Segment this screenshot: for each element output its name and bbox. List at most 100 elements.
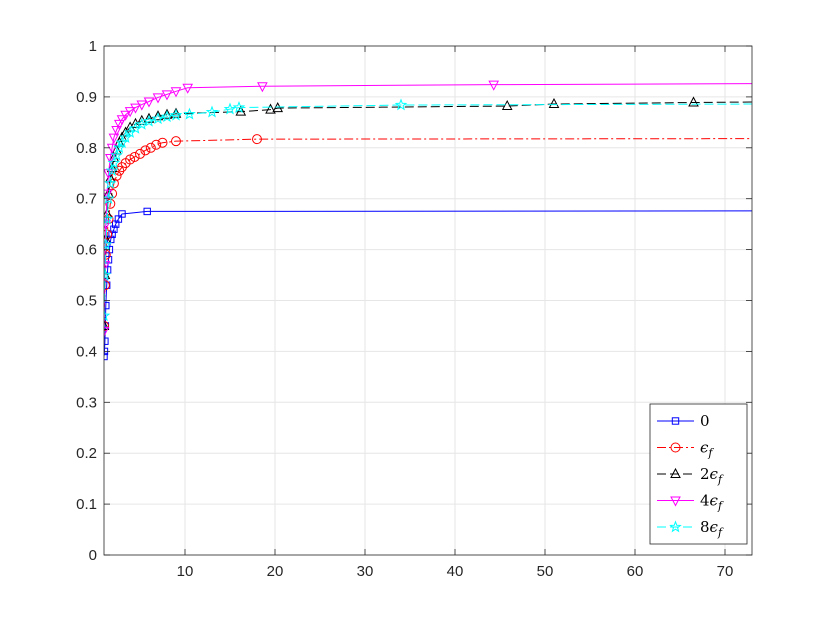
star-marker [119,131,132,143]
triangle-down-marker [104,220,112,231]
triangle-down-marker [143,97,155,108]
star-marker [110,148,123,161]
square-marker [112,220,120,228]
triangle-up-marker [143,112,155,123]
star-marker [104,212,114,225]
legend-item: 0 [657,412,710,430]
y-tick-label: 0.2 [76,445,97,462]
x-tick-label: 60 [627,563,644,580]
triangle-down-marker [488,80,500,91]
star-marker [160,110,174,123]
circle-marker [104,229,113,240]
y-tick-label: 0 [89,547,97,564]
star-marker [104,268,112,281]
star-marker [104,309,111,322]
square-marker [671,417,680,425]
star-marker [183,107,196,120]
square-marker [104,337,109,345]
star-marker [394,98,408,111]
circle-marker [157,137,168,148]
triangle-down-marker [161,90,173,101]
legend-label: 8ϵf [700,518,724,539]
triangle-up-marker [670,467,681,478]
triangle-down-marker [113,119,125,130]
star-marker [669,520,682,533]
triangle-up-marker [688,96,699,107]
y-axis: 0 0.1 0.2 0.3 0.4 0.5 0.6 0.7 0.8 0.9 1 [76,38,752,564]
triangle-down-marker [104,327,110,338]
circle-marker [129,151,140,162]
y-tick-label: 0.8 [76,140,97,157]
legend: 0 ϵf 2ϵf 4ϵf 8ϵf [649,403,748,545]
triangle-down-marker [257,82,268,93]
square-marker [143,207,151,216]
legend-label: 2ϵf [700,465,724,486]
legend-item: 2ϵf [657,465,724,486]
legend-item: 4ϵf [657,492,724,513]
star-marker [107,156,121,169]
legend-label: ϵf [700,439,714,460]
legend-item: 8ϵf [657,518,724,539]
circle-marker [151,139,162,150]
y-tick-label: 0.1 [76,496,97,513]
y-tick-label: 0.5 [76,293,97,310]
x-tick-label: 10 [177,563,194,580]
triangle-down-marker [170,87,182,98]
star-marker [105,164,119,177]
triangle-up-marker [116,131,128,142]
y-tick-label: 0.9 [76,89,97,106]
star-marker [205,105,219,118]
triangle-up-marker [161,108,173,119]
circle-marker [670,442,681,453]
triangle-down-marker [124,107,136,118]
series-line [104,101,752,326]
x-axis: 10 20 30 40 50 60 70 [177,46,734,580]
legend-label: 0 [700,412,710,430]
star-marker [142,114,156,127]
square-marker [108,230,116,239]
x-tick-label: 70 [717,563,734,580]
triangle-down-marker [111,125,122,137]
triangle-up-marker [235,105,247,116]
y-tick-label: 1 [89,38,97,55]
star-marker [115,136,129,149]
star-marker [135,117,149,130]
y-tick-label: 0.3 [76,394,97,411]
triangle-down-marker [120,110,131,121]
circle-marker [171,136,181,147]
triangle-up-marker [501,99,513,111]
square-marker [118,210,126,218]
triangle-down-marker [136,100,148,111]
circle-marker [135,148,145,159]
circle-marker [145,142,156,153]
triangle-down-marker [670,496,681,507]
triangle-up-marker [265,103,276,114]
triangle-up-marker [104,319,110,330]
legend-label: 4ϵf [700,492,724,513]
star-marker [104,192,115,205]
triangle-down-marker [182,83,194,94]
y-tick-label: 0.6 [76,242,97,259]
star-marker [104,237,113,250]
triangle-down-marker [152,93,164,104]
square-marker [110,225,118,233]
triangle-up-marker [120,126,131,137]
star-marker [169,108,183,121]
star-marker [123,125,137,138]
triangle-up-marker [152,110,164,121]
star-marker [232,100,246,113]
triangle-up-marker [548,97,560,109]
legend-item: ϵf [657,439,714,460]
series-line [104,138,752,326]
x-tick-label: 40 [447,563,464,580]
y-tick-label: 0.7 [76,191,97,208]
series-line [104,83,752,332]
circle-marker [140,145,151,156]
triangle-down-marker [116,115,128,126]
star-marker [104,176,117,189]
x-tick-label: 20 [267,563,284,580]
x-tick-label: 30 [357,563,374,580]
star-marker [223,102,237,115]
legend-box [649,403,748,545]
